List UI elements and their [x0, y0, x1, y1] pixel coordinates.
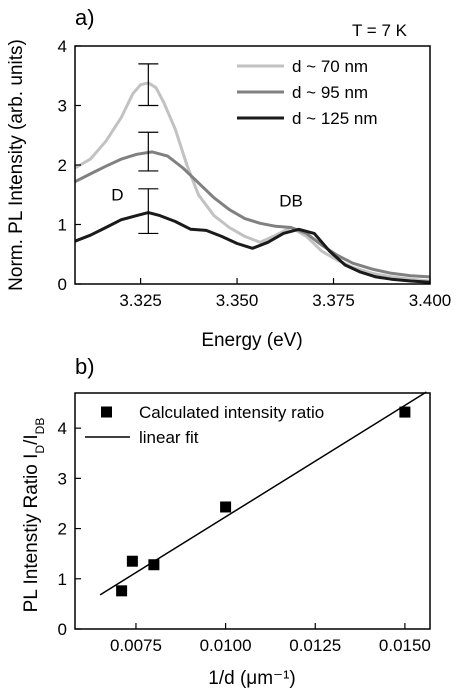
peak-label-1: DB — [279, 192, 303, 211]
data-point — [399, 406, 411, 418]
svg-text:Calculated intensity ratio: Calculated intensity ratio — [139, 403, 324, 422]
legend-entry-1: linear fit — [85, 428, 199, 447]
panel-b-y-ticks: 0 1 2 3 4 — [58, 419, 81, 639]
panel-b-series — [99, 391, 427, 597]
panel-a-y-axis-label: Norm. PL Intensity (arb. units) — [6, 39, 27, 291]
panel-b-legend: Calculated intensity ratio linear fit — [85, 403, 324, 447]
x-tick-label: 0.0125 — [289, 636, 341, 655]
panel-a-series — [74, 81, 431, 284]
panel-b-x-ticks: 0.0075 0.0100 0.0125 0.0150 — [110, 623, 431, 655]
svg-text:linear fit: linear fit — [139, 428, 199, 447]
series-line-1 — [74, 150, 431, 279]
data-point — [148, 559, 160, 571]
panel-a: a) T = 7 K D DB d ~ 70 nm d ~ 95 nm d ~ 125… — [6, 5, 451, 351]
panel-a-error-bars — [138, 63, 159, 235]
y-tick-label: 4 — [58, 419, 67, 438]
x-tick-label: 3.375 — [312, 291, 355, 310]
y-tick-label: 1 — [58, 216, 67, 235]
legend-entry-0: Calculated intensity ratio — [101, 403, 324, 422]
fit-line — [99, 391, 427, 596]
y-tick-label: 0 — [58, 620, 67, 639]
panel-b-y-axis-label: PL Intenstiy Ratio ID/IDB — [21, 418, 47, 613]
y-tick-label: 1 — [58, 570, 67, 589]
svg-text:d ~ 125 nm: d ~ 125 nm — [292, 109, 378, 128]
x-tick-label: 3.350 — [216, 291, 259, 310]
data-point — [116, 585, 128, 597]
y-tick-label: 3 — [58, 469, 67, 488]
panel-a-legend: d ~ 70 nm d ~ 95 nm d ~ 125 nm — [237, 57, 378, 128]
x-tick-label: 0.0100 — [200, 636, 252, 655]
peak-label-0: D — [111, 186, 123, 205]
legend-entry-1: d ~ 95 nm — [237, 83, 368, 102]
y-tick-label: 4 — [58, 37, 67, 56]
x-tick-label: 3.400 — [409, 291, 452, 310]
panel-b-label: b) — [75, 354, 95, 379]
panel-b-x-axis-label: 1/d (μm⁻¹) — [208, 668, 295, 689]
legend-entry-2: d ~ 125 nm — [237, 109, 378, 128]
series-line-2 — [74, 211, 431, 284]
y-tick-label: 2 — [58, 156, 67, 175]
panel-a-x-ticks: 3.325 3.350 3.375 3.400 — [119, 278, 451, 310]
y-tick-label: 3 — [58, 97, 67, 116]
legend-entry-0: d ~ 70 nm — [237, 57, 368, 76]
x-tick-label: 0.0150 — [379, 636, 431, 655]
error-bar-1 — [138, 131, 159, 172]
x-tick-label: 0.0075 — [110, 636, 162, 655]
svg-text:d ~ 70 nm: d ~ 70 nm — [292, 57, 368, 76]
panel-a-y-ticks: 0 1 2 3 4 — [58, 37, 81, 294]
data-point — [126, 555, 138, 567]
x-tick-label: 3.325 — [119, 291, 162, 310]
temperature-annotation: T = 7 K — [352, 21, 408, 40]
y-tick-label: 2 — [58, 520, 67, 539]
panel-a-label: a) — [75, 5, 95, 30]
y-tick-label: 0 — [58, 275, 67, 294]
svg-text:d ~ 95 nm: d ~ 95 nm — [292, 83, 368, 102]
error-bar-0 — [138, 63, 159, 107]
data-point — [220, 501, 232, 513]
error-bar-2 — [138, 188, 159, 235]
panel-b-frame — [74, 392, 431, 630]
panel-a-x-axis-label: Energy (eV) — [201, 330, 302, 351]
panel-a-peak-labels: D DB — [111, 186, 303, 211]
